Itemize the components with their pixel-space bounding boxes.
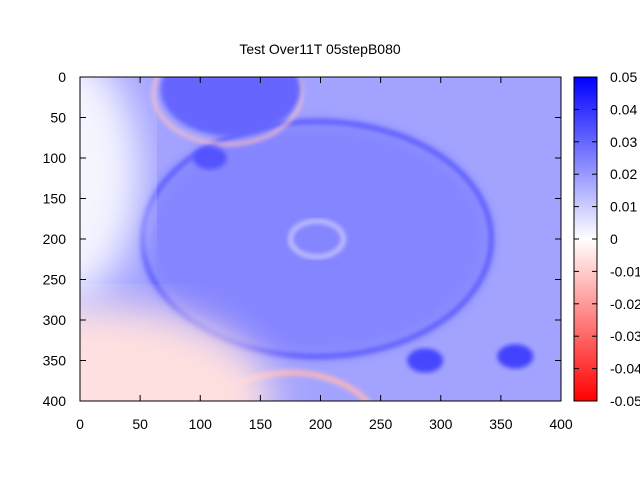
heatmap-ring-0 [140, 119, 494, 359]
x-tick-label: 400 [549, 416, 573, 432]
heatmap-spot-4 [407, 348, 444, 373]
y-tick-label: 250 [43, 272, 67, 288]
colorbar-tick-label: -0.04 [610, 361, 640, 377]
y-tick-label: 100 [43, 150, 67, 166]
y-tick-label: 350 [43, 353, 67, 369]
heatmap-ring-1 [288, 219, 346, 259]
x-tick-label: 200 [309, 416, 333, 432]
x-tick-label: 50 [132, 416, 148, 432]
colorbar-tick-label: -0.02 [610, 296, 640, 312]
colorbar-tick-label: 0.03 [610, 134, 637, 150]
colorbar-tick-label: 0.04 [610, 101, 637, 117]
x-tick-label: 250 [369, 416, 393, 432]
x-tick-label: 0 [76, 416, 84, 432]
colorbar-ticks: 0.05 0.04 0.03 0.02 0.01 0 -0.01 -0.02 -0.03 -0.0… [574, 69, 640, 409]
colorbar-tick-label: 0.02 [610, 166, 637, 182]
colorbar-tick-label: 0.05 [610, 69, 637, 85]
heatmap-spot-3 [193, 146, 227, 170]
y-tick-label: 400 [43, 393, 67, 409]
x-tick-label: 100 [189, 416, 213, 432]
colorbar-tick-label: -0.01 [610, 263, 640, 279]
colorbar-tick-label: 0 [610, 231, 618, 247]
y-tick-label: 0 [58, 69, 66, 85]
heatmap-ring-6 [210, 370, 371, 401]
colorbar-tick-label: -0.03 [610, 328, 640, 344]
colorbar-tick-label: 0.01 [610, 199, 637, 215]
chart-title: Test Over11T 05stepB080 [239, 41, 401, 57]
x-tick-label: 350 [489, 416, 513, 432]
axes: 0 50 100 150 200 250 300 350 400 0 50 100 150 200 250 3… [43, 69, 573, 432]
heatmap-region-left-edge [80, 77, 141, 299]
colorbar-tick-label: -0.05 [610, 393, 640, 409]
x-tick-label: 150 [249, 416, 273, 432]
heatmap-spot-5 [497, 344, 534, 369]
heatmap-disc-0 [142, 121, 492, 357]
heatmap-region-lower-left [80, 303, 273, 401]
y-tick-label: 300 [43, 312, 67, 328]
x-tick-label: 300 [429, 416, 453, 432]
y-tick-label: 150 [43, 191, 67, 207]
heatmap-ring-2 [160, 77, 301, 137]
y-tick-label: 200 [43, 231, 67, 247]
heatmap-surface [80, 77, 561, 401]
y-tick-label: 50 [50, 110, 66, 126]
heatmap-ring-shadow-2 [152, 77, 303, 146]
